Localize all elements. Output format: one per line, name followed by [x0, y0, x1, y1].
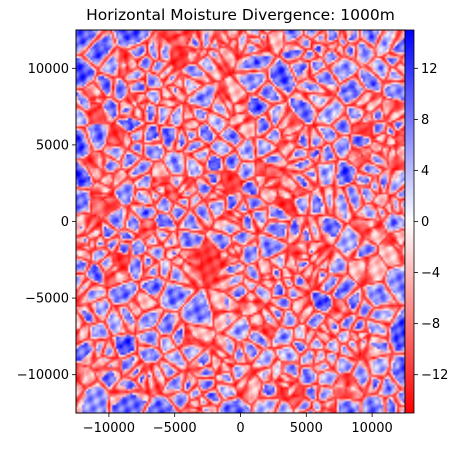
x-tick-label: −5000 — [153, 421, 197, 436]
colorbar-tick-label: −4 — [421, 266, 440, 281]
colorbar-tick-label: 4 — [421, 164, 429, 179]
y-tick-label: −5000 — [25, 292, 69, 307]
moisture-divergence-field — [76, 30, 405, 413]
colorbar-tick-label: 12 — [421, 62, 438, 77]
y-tick-label: 5000 — [36, 138, 69, 153]
heatmap-plot-area — [76, 30, 405, 413]
x-tick-label: 0 — [236, 421, 244, 436]
y-tick-label: 10000 — [28, 62, 69, 77]
x-tick-label: −10000 — [83, 421, 135, 436]
colorbar-gradient — [404, 29, 415, 414]
x-tick-label: 5000 — [290, 421, 323, 436]
colorbar-tick-label: −12 — [421, 368, 448, 383]
colorbar-tick-label: 0 — [421, 215, 429, 230]
y-axis: −10000 −5000 0 5000 10000 — [17, 62, 76, 383]
colorbar: −12 −8 −4 0 4 8 12 — [404, 29, 448, 414]
colorbar-tick-label: 8 — [421, 113, 429, 128]
colorbar-tick-label: −8 — [421, 317, 440, 332]
y-tick-label: −10000 — [17, 368, 69, 383]
x-axis: −10000 −5000 0 5000 10000 — [83, 413, 393, 436]
y-tick-label: 0 — [61, 215, 69, 230]
x-tick-label: 10000 — [351, 421, 392, 436]
colorbar-ticks: −12 −8 −4 0 4 8 12 — [414, 62, 448, 383]
chart-title: Horizontal Moisture Divergence: 1000m — [86, 6, 395, 24]
